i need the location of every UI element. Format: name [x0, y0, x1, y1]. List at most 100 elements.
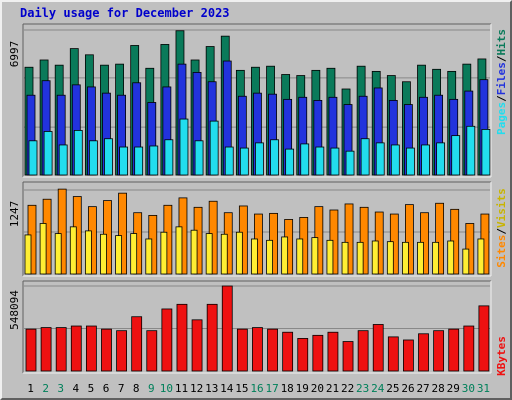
pages-bar-1 [28, 140, 38, 176]
kbytes-bar-4 [70, 325, 82, 372]
visits-bar-15 [235, 231, 243, 275]
y-max-tick-label: 548094 [8, 290, 21, 330]
legend-hits: Hits [495, 29, 508, 56]
kbytes-bar-17 [267, 328, 278, 372]
x-tick-label-22: 22 [341, 382, 354, 395]
kbytes-bar-9 [146, 330, 158, 372]
kbytes-bar-15 [236, 328, 248, 372]
pages-bar-12 [194, 140, 204, 176]
kbytes-bar-21 [327, 331, 339, 372]
legend-separator: / [495, 55, 508, 62]
x-tick-label-8: 8 [133, 382, 140, 395]
sites-bar-3 [57, 188, 67, 275]
pages-bar-14 [224, 146, 234, 176]
x-tick-label-27: 27 [416, 382, 429, 395]
pages-bar-22 [345, 150, 355, 176]
x-tick-label-2: 2 [42, 382, 49, 395]
x-tick-label-20: 20 [311, 382, 324, 395]
pages-bar-11 [179, 118, 189, 176]
pages-bar-30 [466, 125, 476, 176]
kbytes-bar-26 [403, 339, 414, 372]
visits-bar-27 [417, 241, 424, 275]
sites-bar-26 [405, 204, 414, 275]
visits-bar-5 [84, 230, 92, 275]
x-tick-label-25: 25 [386, 382, 399, 395]
pages-bar-3 [58, 144, 68, 176]
visits-bar-3 [54, 233, 62, 275]
x-tick-label-30: 30 [462, 382, 475, 395]
kbytes-bar-3 [55, 327, 67, 372]
pages-bar-28 [436, 142, 446, 176]
kbytes-bar-20 [312, 334, 324, 372]
visits-bar-10 [160, 231, 168, 275]
legend-pages: Pages [495, 102, 508, 135]
visits-bar-28 [432, 241, 440, 275]
pages-bar-6 [104, 138, 113, 176]
x-tick-label-18: 18 [281, 382, 294, 395]
visits-bar-2 [39, 223, 47, 275]
pages-bar-8 [134, 146, 144, 176]
pages-bar-16 [255, 142, 264, 176]
x-tick-label-13: 13 [205, 382, 218, 395]
legend-separator: / [495, 95, 508, 102]
kbytes-bar-24 [372, 324, 384, 372]
x-tick-label-19: 19 [296, 382, 309, 395]
x-tick-label-12: 12 [190, 382, 203, 395]
pages-bar-19 [300, 143, 310, 176]
y-max-tick-label: 1247 [8, 201, 21, 228]
pages-bar-23 [360, 138, 370, 176]
visits-bar-14 [220, 233, 228, 275]
chart-title: Daily usage for December 2023 [20, 6, 230, 20]
visits-bar-26 [402, 241, 409, 275]
y-max-tick-label: 6997 [8, 41, 21, 68]
kbytes-bar-13 [206, 303, 218, 372]
x-tick-label-11: 11 [175, 382, 188, 395]
pages-bar-5 [88, 140, 98, 176]
kbytes-bar-29 [448, 328, 460, 372]
visits-bar-4 [69, 226, 77, 275]
kbytes-bar-19 [297, 338, 309, 372]
visits-bar-1 [24, 234, 32, 275]
x-tick-label-24: 24 [371, 382, 385, 395]
visits-bar-8 [130, 233, 138, 275]
x-tick-label-1: 1 [27, 382, 34, 395]
legend-kbytes: KBytes [495, 336, 508, 376]
kbytes-bar-8 [131, 316, 143, 372]
x-tick-label-14: 14 [220, 382, 234, 395]
visits-bar-18 [281, 236, 289, 275]
kbytes-bar-23 [357, 330, 369, 372]
pages-bar-2 [43, 131, 53, 176]
kbytes-bar-31 [478, 305, 490, 372]
pages-bar-4 [73, 130, 83, 176]
kbytes-bar-1 [25, 328, 37, 372]
legend-sites: Sites [495, 235, 508, 268]
visits-bar-13 [205, 233, 213, 275]
pages-bar-13 [209, 120, 219, 176]
pages-bar-7 [119, 146, 128, 176]
pages-bar-15 [239, 147, 249, 176]
legend-sites-visits: Sites/Visits [495, 188, 508, 268]
x-tick-label-28: 28 [432, 382, 445, 395]
visits-bar-21 [326, 239, 334, 275]
x-tick-label-21: 21 [326, 382, 339, 395]
x-tick-label-26: 26 [401, 382, 414, 395]
kbytes-bar-2 [40, 327, 52, 372]
pages-bar-24 [375, 142, 385, 176]
kbytes-bar-28 [433, 330, 445, 372]
x-tick-label-15: 15 [235, 382, 248, 395]
visits-bar-20 [311, 237, 319, 275]
x-tick-label-6: 6 [103, 382, 110, 395]
visits-bar-9 [145, 238, 153, 275]
x-tick-label-23: 23 [356, 382, 369, 395]
kbytes-bar-30 [463, 325, 475, 372]
sites-bar-23 [359, 206, 369, 275]
kbytes-bar-5 [85, 325, 97, 372]
kbytes-bar-10 [161, 308, 173, 372]
pages-bar-27 [421, 144, 430, 176]
kbytes-bar-22 [342, 341, 354, 372]
kbytes-bar-27 [418, 333, 429, 372]
kbytes-bar-16 [252, 327, 263, 372]
pages-bar-17 [270, 139, 279, 176]
kbytes-bar-18 [282, 331, 294, 372]
